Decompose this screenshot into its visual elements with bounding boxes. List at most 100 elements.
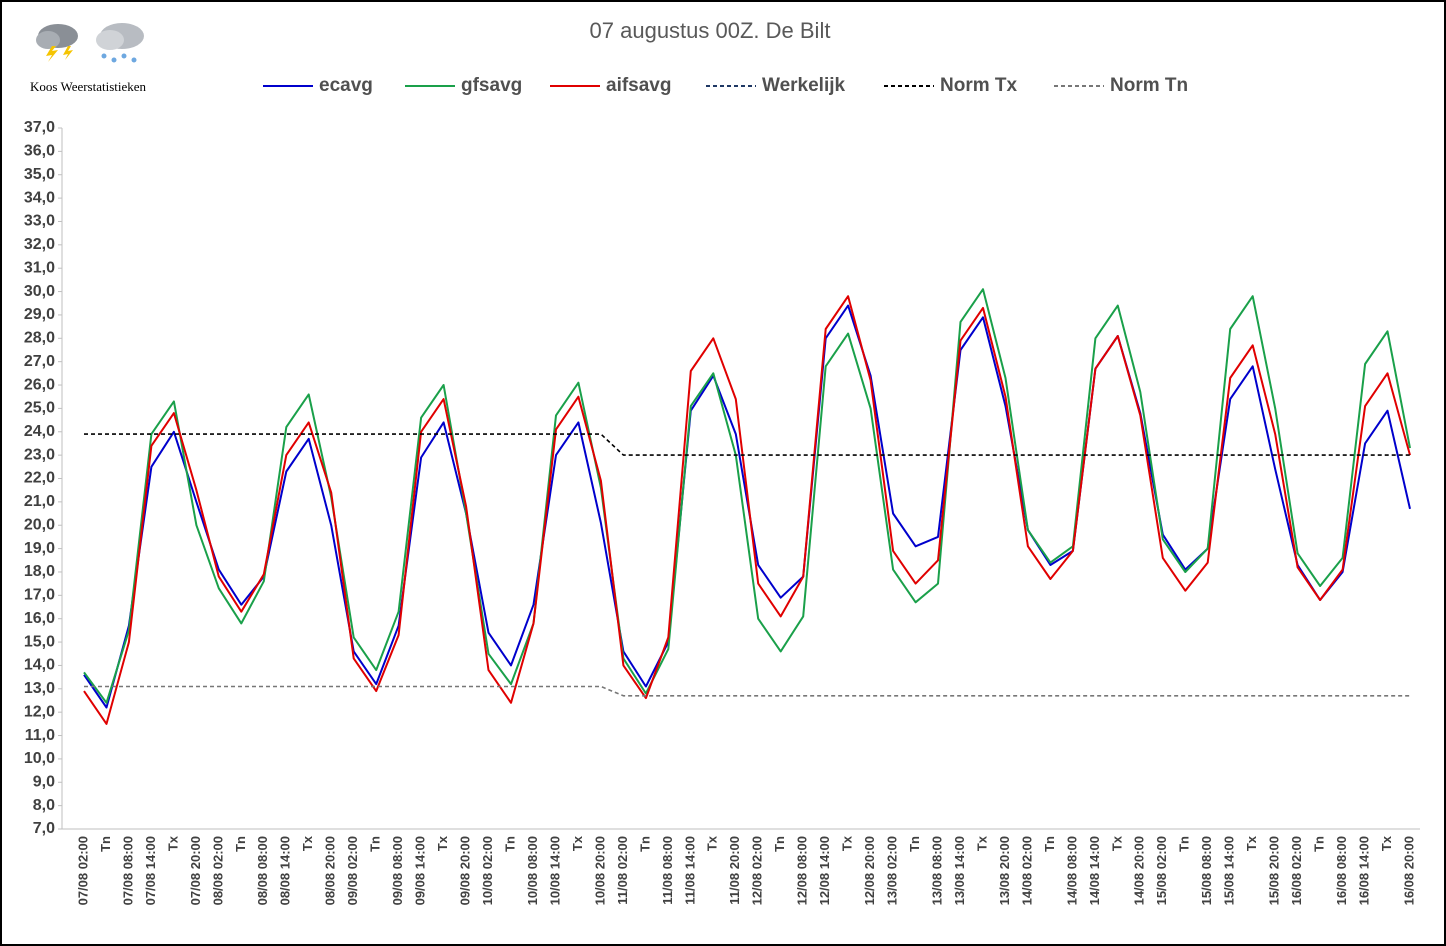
x-tick-label: Tn — [98, 836, 113, 852]
y-tick-label: 33,0 — [24, 213, 55, 230]
logo-text: Koos Weerstatistieken — [30, 79, 147, 94]
y-tick-label: 34,0 — [24, 189, 55, 206]
x-tick-label: 07/08 20:00 — [188, 836, 203, 905]
y-tick-label: 27,0 — [24, 353, 55, 370]
y-tick-label: 36,0 — [24, 143, 55, 160]
y-tick-label: 22,0 — [24, 470, 55, 487]
x-tick-label: 13/08 14:00 — [952, 836, 967, 905]
x-tick-label: 07/08 02:00 — [75, 836, 90, 905]
x-tick-label: 15/08 20:00 — [1267, 836, 1282, 905]
y-tick-label: 17,0 — [24, 587, 55, 604]
x-tick-label: 13/08 02:00 — [885, 836, 900, 905]
x-tick-label: 16/08 14:00 — [1356, 836, 1371, 905]
x-tick-label: 09/08 02:00 — [345, 836, 360, 905]
y-tick-label: 21,0 — [24, 493, 55, 510]
x-tick-label: Tx — [1109, 835, 1124, 851]
y-tick-label: 37,0 — [24, 119, 55, 136]
x-tick-label: 16/08 08:00 — [1334, 836, 1349, 905]
x-tick-label: 08/08 20:00 — [323, 836, 338, 905]
x-tick-label: 12/08 14:00 — [817, 836, 832, 905]
x-tick-label: Tx — [1244, 835, 1259, 851]
x-tick-label: Tx — [974, 835, 989, 851]
series-line — [83, 288, 1411, 704]
y-tick-label: 29,0 — [24, 306, 55, 323]
y-tick-label: 24,0 — [24, 423, 55, 440]
y-tick-label: 13,0 — [24, 680, 55, 697]
x-tick-label: 10/08 20:00 — [592, 836, 607, 905]
y-tick-label: 16,0 — [24, 610, 55, 627]
x-tick-label: Tx — [165, 835, 180, 851]
y-tick-label: 10,0 — [24, 750, 55, 767]
x-tick-label: 11/08 08:00 — [660, 836, 675, 905]
series-line — [84, 433, 1410, 456]
x-tick-label: 09/08 20:00 — [458, 836, 473, 905]
legend-label: ecavg — [319, 75, 373, 96]
x-tick-label: Tx — [840, 835, 855, 851]
x-tick-label: Tn — [502, 836, 517, 852]
x-tick-label: 14/08 02:00 — [1019, 836, 1034, 905]
series-line — [84, 685, 1410, 697]
x-tick-label: Tn — [1042, 836, 1057, 852]
x-tick-label: 10/08 14:00 — [547, 836, 562, 905]
y-tick-label: 25,0 — [24, 400, 55, 417]
y-tick-label: 28,0 — [24, 330, 55, 347]
x-tick-label: 08/08 08:00 — [255, 836, 270, 905]
y-tick-label: 9,0 — [33, 773, 55, 790]
chart-title: 07 augustus 00Z. De Bilt — [590, 18, 831, 43]
x-tick-label: Tx — [705, 835, 720, 851]
x-tick-label: 15/08 02:00 — [1154, 836, 1169, 905]
x-tick-label: Tx — [570, 835, 585, 851]
x-tick-label: 11/08 14:00 — [682, 836, 697, 905]
legend-label: gfsavg — [461, 75, 522, 96]
x-tick-label: 11/08 20:00 — [727, 836, 742, 905]
x-tick-label: 08/08 02:00 — [210, 836, 225, 905]
y-tick-label: 26,0 — [24, 376, 55, 393]
x-tick-label: 09/08 08:00 — [390, 836, 405, 905]
x-tick-label: Tn — [233, 836, 248, 852]
x-tick-label: 11/08 02:00 — [615, 836, 630, 905]
x-tick-label: 15/08 08:00 — [1199, 836, 1214, 905]
x-tick-label: Tn — [772, 836, 787, 852]
x-tick-label: 10/08 02:00 — [480, 836, 495, 905]
legend-label: Norm Tn — [1110, 75, 1188, 96]
y-tick-label: 35,0 — [24, 166, 55, 183]
y-tick-label: 12,0 — [24, 703, 55, 720]
x-tick-label: 10/08 08:00 — [525, 836, 540, 905]
y-tick-label: 7,0 — [33, 820, 55, 837]
x-tick-label: Tx — [300, 835, 315, 851]
x-tick-label: Tx — [1379, 835, 1394, 851]
x-tick-label: 14/08 14:00 — [1087, 836, 1102, 905]
y-tick-label: 23,0 — [24, 446, 55, 463]
y-tick-label: 20,0 — [24, 516, 55, 533]
x-tick-label: 09/08 14:00 — [413, 836, 428, 905]
legend-label: Werkelijk — [762, 75, 846, 96]
y-tick-label: 15,0 — [24, 633, 55, 650]
x-tick-label: 12/08 20:00 — [862, 836, 877, 905]
x-tick-label: Tn — [907, 836, 922, 852]
y-tick-label: 8,0 — [33, 797, 55, 814]
y-tick-label: 32,0 — [24, 236, 55, 253]
x-tick-label: Tn — [637, 836, 652, 852]
x-tick-label: 15/08 14:00 — [1222, 836, 1237, 905]
y-tick-label: 14,0 — [24, 657, 55, 674]
logo-icons — [36, 23, 144, 63]
x-tick-label: Tn — [1177, 836, 1192, 852]
x-tick-label: 13/08 08:00 — [929, 836, 944, 905]
x-tick-label: 12/08 02:00 — [750, 836, 765, 905]
x-tick-label: 08/08 14:00 — [278, 836, 293, 905]
legend-label: aifsavg — [606, 75, 671, 96]
y-tick-label: 18,0 — [24, 563, 55, 580]
x-tick-label: Tx — [435, 835, 450, 851]
y-tick-label: 19,0 — [24, 540, 55, 557]
legend-label: Norm Tx — [940, 75, 1018, 96]
x-tick-label: 14/08 08:00 — [1064, 836, 1079, 905]
x-tick-label: 07/08 08:00 — [120, 836, 135, 905]
x-tick-label: Tn — [368, 836, 383, 852]
x-tick-label: 16/08 20:00 — [1401, 836, 1416, 905]
x-tick-label: 12/08 08:00 — [795, 836, 810, 905]
x-tick-label: 14/08 20:00 — [1132, 836, 1147, 905]
x-tick-label: 13/08 20:00 — [997, 836, 1012, 905]
series-line — [83, 295, 1411, 725]
